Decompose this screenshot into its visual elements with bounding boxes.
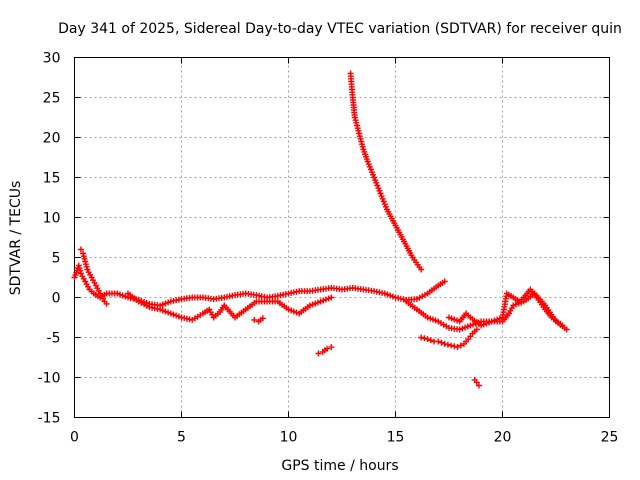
data-point-marker: [473, 326, 480, 333]
data-point-marker: [328, 344, 335, 351]
data-point-marker: [473, 379, 480, 386]
y-tick-label: -10: [38, 371, 61, 387]
data-point-marker: [328, 294, 335, 301]
data-point-marker: [563, 326, 570, 333]
y-tick-label: -15: [38, 411, 61, 427]
data-point-marker: [448, 342, 455, 349]
data-point-marker: [435, 338, 442, 345]
data-point-marker: [418, 266, 425, 273]
x-axis-label: GPS time / hours: [281, 458, 398, 474]
data-point-marker: [259, 315, 266, 322]
data-point-marker: [457, 342, 464, 349]
y-tick-label: 5: [52, 251, 61, 267]
data-marks: [71, 70, 570, 389]
plot-frame: [74, 57, 610, 418]
x-tick-label: 10: [280, 430, 298, 446]
grid: [74, 57, 610, 418]
data-point-marker: [421, 335, 428, 342]
y-tick-label: 20: [43, 131, 61, 147]
data-point-marker: [324, 345, 331, 352]
data-point-marker: [444, 341, 451, 348]
x-tick-label: 0: [70, 430, 79, 446]
data-point-marker: [77, 246, 84, 253]
data-point-marker: [454, 344, 461, 351]
data-point-marker: [441, 340, 448, 347]
data-point-marker: [418, 334, 425, 341]
data-point-marker: [103, 300, 110, 307]
y-tick-label: 0: [52, 291, 61, 307]
x-tick-label: 5: [177, 430, 186, 446]
chart-title: Day 341 of 2025, Sidereal Day-to-day VTE…: [58, 21, 622, 37]
data-point-marker: [315, 350, 322, 357]
data-point-marker: [438, 339, 445, 346]
axis-ticks: 0 5 10 15 20 25 -15 -10 -5 0 5 10 15 20 25 30: [38, 51, 619, 446]
data-point-marker: [251, 316, 258, 323]
data-point-marker: [475, 382, 482, 389]
x-tick-label: 20: [494, 430, 512, 446]
y-tick-label: 25: [43, 91, 61, 107]
y-tick-label: 10: [43, 211, 61, 227]
data-point-marker: [424, 336, 431, 343]
y-tick-label: 30: [43, 51, 61, 67]
y-tick-label: -5: [47, 331, 61, 347]
x-tick-label: 25: [601, 430, 619, 446]
data-point-marker: [441, 278, 448, 285]
data-point-marker: [427, 337, 434, 344]
data-point-marker: [559, 322, 566, 329]
x-tick-label: 15: [387, 430, 405, 446]
data-point-marker: [451, 343, 458, 350]
y-axis-label: SDTVAR / TECUs: [8, 181, 24, 296]
y-tick-label: 15: [43, 171, 61, 187]
